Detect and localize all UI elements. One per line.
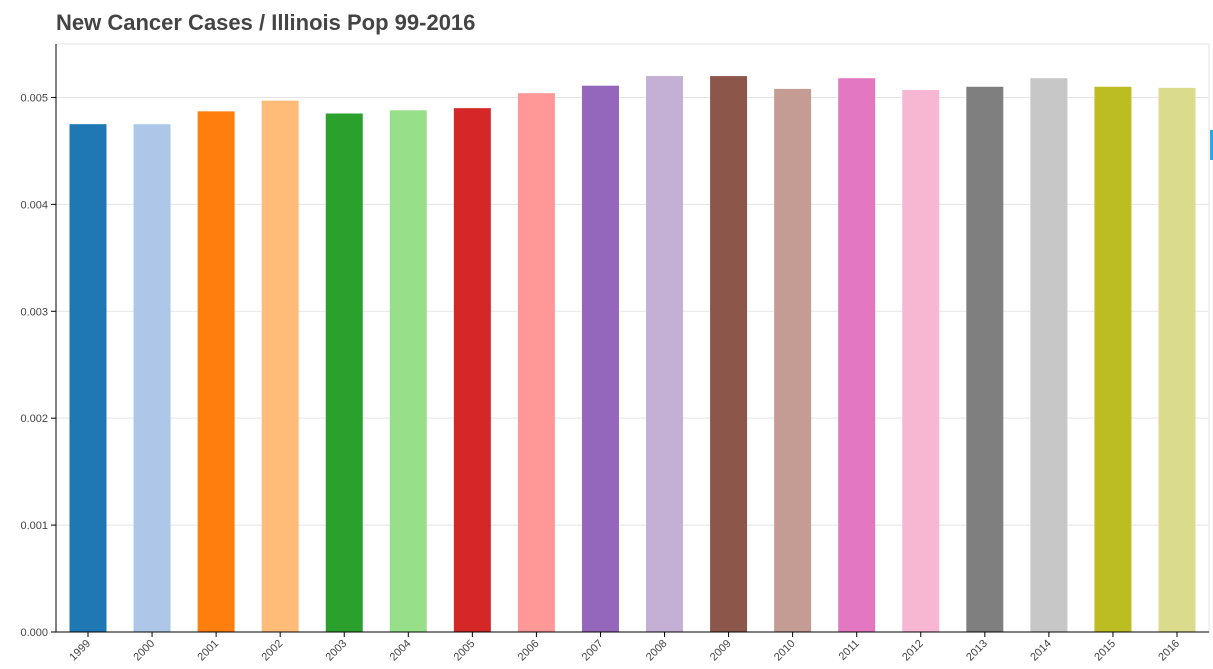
x-tick-label: 2016 bbox=[1156, 638, 1182, 664]
x-tick-label: 2003 bbox=[324, 638, 350, 664]
y-tick-label: 0.004 bbox=[20, 199, 48, 211]
bar-1999[interactable] bbox=[69, 124, 107, 633]
bar-2009[interactable] bbox=[710, 76, 748, 632]
y-tick-label: 0.003 bbox=[20, 306, 48, 318]
y-tick-label: 0.002 bbox=[20, 413, 48, 425]
bar-2016[interactable] bbox=[1158, 87, 1196, 632]
x-tick-label: 2010 bbox=[772, 638, 798, 664]
bar-2005[interactable] bbox=[453, 108, 491, 632]
bar-2000[interactable] bbox=[133, 124, 171, 633]
x-tick-label: 2001 bbox=[195, 638, 221, 664]
chart-title: New Cancer Cases / Illinois Pop 99-2016 bbox=[56, 10, 476, 35]
y-tick-label: 0.000 bbox=[20, 627, 48, 639]
bar-2004[interactable] bbox=[389, 110, 427, 632]
bar-2015[interactable] bbox=[1094, 86, 1132, 632]
x-tick-label: 2002 bbox=[259, 638, 285, 664]
y-axis-ticks: 0.000 0.001 0.002 0.003 0.004 0.005 bbox=[20, 92, 56, 639]
x-tick-label: 1999 bbox=[67, 638, 93, 664]
x-tick-label: 2009 bbox=[708, 638, 734, 664]
bar-2010[interactable] bbox=[774, 88, 812, 632]
x-tick-label: 2006 bbox=[516, 638, 542, 664]
bar-2012[interactable] bbox=[902, 89, 940, 633]
grid-lines bbox=[56, 96, 1209, 526]
bar-2014[interactable] bbox=[1030, 78, 1068, 632]
x-tick-label: 2011 bbox=[837, 638, 862, 663]
y-tick-label: 0.005 bbox=[20, 92, 48, 104]
x-tick-label: 2004 bbox=[388, 638, 414, 664]
x-axis-ticks: 1999 2000 2001 2002 2003 2004 2005 2006 2007 2008… bbox=[67, 632, 1182, 663]
x-tick-label: 2008 bbox=[644, 638, 670, 664]
bar-2002[interactable] bbox=[261, 100, 299, 632]
bar-2008[interactable] bbox=[646, 76, 684, 632]
x-tick-label: 2007 bbox=[580, 638, 606, 664]
bar-2011[interactable] bbox=[838, 78, 876, 632]
toolbar-handle[interactable] bbox=[1210, 130, 1213, 160]
x-tick-label: 2014 bbox=[1028, 638, 1054, 664]
axes bbox=[55, 44, 1209, 633]
x-tick-label: 2012 bbox=[900, 638, 926, 664]
x-tick-label: 2015 bbox=[1092, 638, 1118, 664]
bar-2013[interactable] bbox=[966, 86, 1004, 632]
x-tick-label: 2005 bbox=[452, 638, 478, 664]
x-tick-label: 2000 bbox=[131, 638, 157, 664]
bar-2006[interactable] bbox=[517, 93, 555, 633]
bar-2001[interactable] bbox=[197, 111, 235, 633]
y-tick-label: 0.001 bbox=[20, 520, 48, 532]
x-tick-label: 2013 bbox=[964, 638, 990, 664]
bar-2007[interactable] bbox=[581, 85, 619, 632]
bar-2003[interactable] bbox=[325, 113, 363, 633]
bars bbox=[69, 76, 1196, 633]
